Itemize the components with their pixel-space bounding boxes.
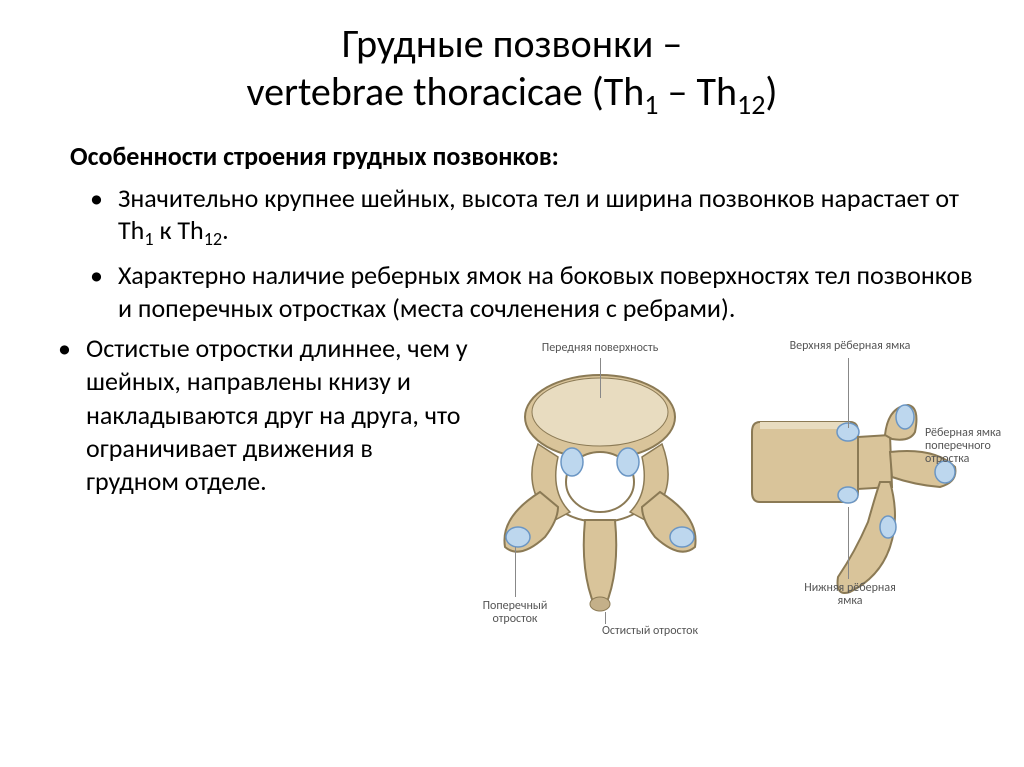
slide-title: Грудные позвонки – vertebrae thoracicae … (40, 20, 984, 122)
subtitle: Особенности строения грудных позвонков: (70, 140, 984, 172)
label-transverse-process: Поперечный отросток (470, 600, 560, 626)
bullet-1-sub1: 1 (144, 228, 153, 250)
bullet-1-sub2: 12 (204, 228, 222, 250)
bullet-1: Значительно крупнее шейных, высота тел и… (90, 182, 984, 251)
vertebra-superior-icon (480, 362, 720, 622)
label-inferior-costal: Нижняя рёберная ямка (800, 582, 900, 608)
vertebra-diagram: Передняя поверхность Верхняя рёберная ям… (470, 332, 984, 662)
label-spinous-process: Остистый отросток (585, 625, 715, 638)
title-sub1: 1 (644, 87, 658, 122)
bullet-3: Остистые отростки длиннее, чем у шейных,… (58, 332, 470, 498)
bullet-1-text-a: Значительно крупнее шейных, высота тел и… (118, 182, 959, 247)
bullet-1-mid: к Th (154, 214, 204, 246)
lower-section: Остистые отростки длиннее, чем у шейных,… (40, 332, 984, 662)
title-line2-a: vertebrae thoracicae (Th (246, 67, 644, 116)
leader-line (600, 358, 601, 398)
leader-line (515, 547, 516, 597)
title-sub2: 12 (737, 87, 765, 122)
leader-line (848, 358, 849, 428)
label-transverse-costal: Рёберная ямка поперечного отростка (925, 427, 1015, 467)
leader-line (605, 612, 606, 624)
title-line1: Грудные позвонки – (342, 19, 683, 68)
leader-line (940, 462, 960, 482)
label-front-surface: Передняя поверхность (530, 342, 670, 355)
bullet-1-end: . (222, 214, 229, 246)
lower-text-col: Остистые отростки длиннее, чем у шейных,… (40, 332, 470, 662)
label-superior-costal: Верхняя рёберная ямка (780, 340, 920, 353)
title-end: ) (765, 67, 777, 116)
title-mid: – Th (659, 67, 738, 116)
bullet-2: Характерно наличие реберных ямок на боко… (90, 259, 984, 324)
vertebra-lateral-icon (740, 377, 970, 607)
leader-line (848, 507, 849, 579)
bullet-list-top: Значительно крупнее шейных, высота тел и… (90, 182, 984, 324)
